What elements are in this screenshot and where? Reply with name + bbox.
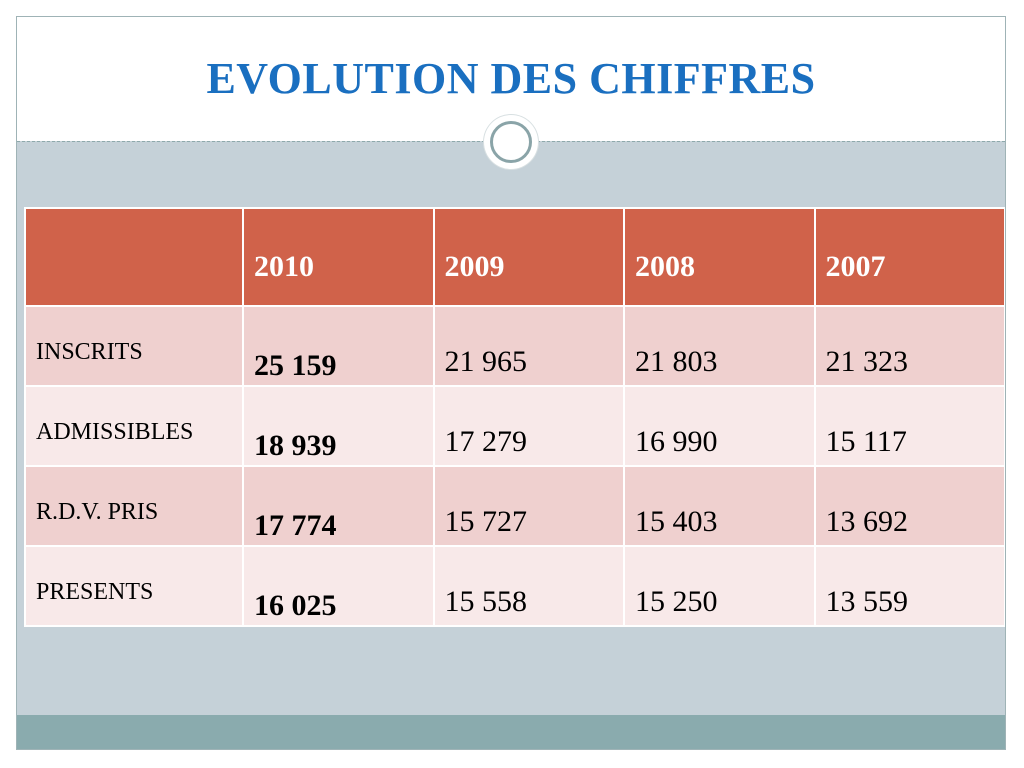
- cell-value: 21 323: [813, 305, 1005, 387]
- cell-value: 15 727: [432, 465, 625, 547]
- row-label-rdv-pris: R.D.V. PRIS: [24, 465, 244, 547]
- cell-value: 25 159: [242, 305, 435, 387]
- cell-value: 16 025: [242, 545, 435, 627]
- slide-title: EVOLUTION DES CHIFFRES: [206, 54, 816, 103]
- cell-value: 15 403: [623, 465, 816, 547]
- cell-value: 15 117: [813, 385, 1005, 467]
- header-2007: 2007: [813, 207, 1005, 307]
- ring-icon: [490, 121, 532, 163]
- slide: EVOLUTION DES CHIFFRES 2010 2009 2008 20…: [16, 16, 1006, 750]
- table-row: R.D.V. PRIS 17 774 15 727 15 403 13 692: [24, 465, 1005, 547]
- row-label-presents: PRESENTS: [24, 545, 244, 627]
- table-row: ADMISSIBLES 18 939 17 279 16 990 15 117: [24, 385, 1005, 467]
- circle-ornament-icon: [484, 115, 538, 169]
- row-label-inscrits: INSCRITS: [24, 305, 244, 387]
- bottom-accent-bar: [17, 715, 1005, 749]
- header-2008: 2008: [623, 207, 816, 307]
- cell-value: 16 990: [623, 385, 816, 467]
- cell-value: 13 559: [813, 545, 1005, 627]
- cell-value: 13 692: [813, 465, 1005, 547]
- cell-value: 17 279: [432, 385, 625, 467]
- cell-value: 17 774: [242, 465, 435, 547]
- cell-value: 15 558: [432, 545, 625, 627]
- cell-value: 15 250: [623, 545, 816, 627]
- header-2010: 2010: [242, 207, 435, 307]
- table-row: PRESENTS 16 025 15 558 15 250 13 559: [24, 545, 1005, 627]
- header-empty: [24, 207, 244, 307]
- figures-table: 2010 2009 2008 2007 INSCRITS 25 159 21 9…: [24, 207, 1005, 627]
- cell-value: 21 803: [623, 305, 816, 387]
- header-2009: 2009: [432, 207, 625, 307]
- row-label-admissibles: ADMISSIBLES: [24, 385, 244, 467]
- table-header-row: 2010 2009 2008 2007: [24, 207, 1005, 307]
- cell-value: 18 939: [242, 385, 435, 467]
- table-row: INSCRITS 25 159 21 965 21 803 21 323: [24, 305, 1005, 387]
- cell-value: 21 965: [432, 305, 625, 387]
